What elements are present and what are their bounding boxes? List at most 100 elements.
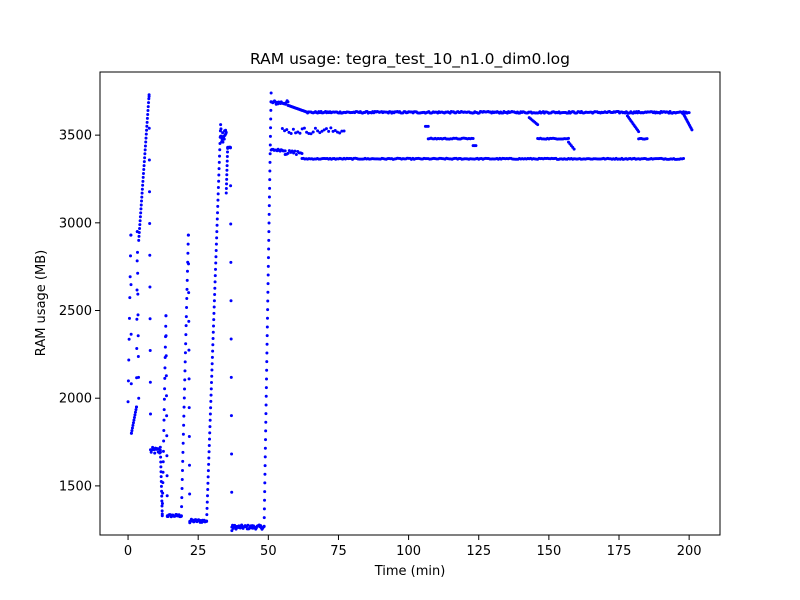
data-point <box>426 124 430 128</box>
data-point <box>132 418 136 422</box>
data-point <box>266 308 270 312</box>
data-point <box>149 450 153 454</box>
data-point <box>208 437 211 441</box>
data-point <box>140 199 144 203</box>
data-point <box>267 212 271 216</box>
data-point <box>130 429 134 433</box>
data-point <box>205 500 209 504</box>
data-point <box>682 157 686 161</box>
data-point <box>184 342 188 346</box>
data-point <box>147 97 151 101</box>
data-point <box>182 414 186 418</box>
data-point <box>262 507 266 511</box>
data-point <box>134 408 138 412</box>
data-point <box>212 305 216 309</box>
data-point <box>207 450 211 454</box>
data-point <box>147 95 151 99</box>
data-point <box>185 296 189 300</box>
data-point <box>230 529 234 533</box>
data-point <box>129 254 133 258</box>
data-point <box>183 378 187 382</box>
data-point <box>126 400 130 404</box>
data-point <box>160 494 164 498</box>
data-point <box>160 504 164 508</box>
data-point <box>206 475 210 479</box>
data-point <box>268 178 272 182</box>
data-point <box>135 250 139 254</box>
data-point <box>181 450 185 454</box>
data-point <box>158 445 162 449</box>
data-point <box>265 377 268 381</box>
data-point <box>160 512 164 516</box>
data-point <box>291 127 295 131</box>
data-point <box>333 128 337 132</box>
data-point <box>224 186 228 190</box>
data-point <box>690 128 694 132</box>
data-point <box>327 129 331 133</box>
data-point <box>161 470 165 474</box>
x-tick-label: 75 <box>330 544 347 559</box>
data-point <box>219 134 223 138</box>
data-point <box>311 130 315 134</box>
data-point <box>127 358 131 362</box>
data-point <box>181 432 185 436</box>
data-point <box>143 152 147 156</box>
data-point <box>137 396 141 400</box>
data-point <box>267 230 271 234</box>
data-point <box>269 108 273 112</box>
data-point <box>267 204 271 208</box>
data-point <box>285 128 289 132</box>
data-point <box>148 190 152 194</box>
data-point <box>163 366 167 370</box>
data-point <box>165 434 169 438</box>
data-point <box>144 132 148 136</box>
data-point <box>266 299 270 303</box>
data-point <box>137 238 141 242</box>
data-point <box>187 463 191 467</box>
data-point <box>687 111 691 115</box>
data-point <box>140 187 144 191</box>
data-point <box>210 362 214 366</box>
data-point <box>141 175 145 179</box>
data-point <box>229 414 233 418</box>
data-point <box>164 324 168 328</box>
data-point <box>185 306 189 310</box>
y-tick-label: 2500 <box>59 304 92 319</box>
data-point <box>225 155 229 159</box>
data-point <box>307 131 311 135</box>
data-point <box>268 169 272 173</box>
data-point <box>209 406 213 410</box>
data-point <box>322 128 326 132</box>
data-point <box>180 496 184 500</box>
data-point <box>210 374 214 378</box>
data-point <box>182 423 186 427</box>
data-point <box>225 177 229 181</box>
data-point <box>180 468 184 472</box>
data-point <box>216 192 220 196</box>
data-point <box>225 168 229 172</box>
data-point <box>229 337 233 341</box>
data-point <box>162 408 166 412</box>
data-point <box>188 492 192 496</box>
data-point <box>143 156 147 160</box>
data-point <box>267 238 271 242</box>
data-point <box>266 282 270 286</box>
x-tick-label: 100 <box>396 544 421 559</box>
data-point <box>302 126 306 130</box>
data-point <box>210 381 213 385</box>
data-point <box>320 129 324 133</box>
data-point <box>209 399 213 403</box>
data-point <box>147 101 151 105</box>
data-point <box>229 375 233 379</box>
data-point <box>208 431 212 435</box>
data-point <box>264 386 268 390</box>
data-point <box>264 394 268 398</box>
data-point <box>163 387 167 391</box>
data-point <box>296 130 300 134</box>
data-point <box>229 222 233 226</box>
data-point <box>264 420 268 424</box>
data-point <box>183 369 187 373</box>
data-point <box>263 464 267 468</box>
data-point <box>265 368 269 372</box>
data-point <box>213 280 217 284</box>
